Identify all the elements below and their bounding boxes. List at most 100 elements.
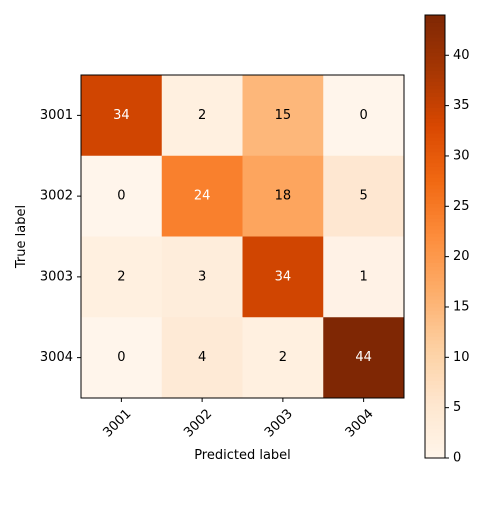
heatmap-cell: [323, 236, 405, 318]
colorbar-segment: [425, 147, 445, 153]
colorbar-segment: [425, 306, 445, 311]
colorbar-segment: [425, 218, 445, 223]
colorbar-segment: [425, 129, 445, 134]
heatmap-cell: [242, 75, 324, 157]
colorbar-tick-label: 10: [453, 350, 470, 365]
colorbar-segment: [425, 99, 445, 105]
colorbar-segment: [425, 18, 445, 23]
colorbar-segment: [425, 177, 445, 182]
colorbar-segment: [425, 277, 445, 282]
cell-value-label: 2: [198, 108, 206, 123]
colorbar-segment: [425, 369, 445, 374]
colorbar-segment: [425, 302, 445, 308]
y-tick-label: 3004: [40, 350, 73, 365]
colorbar-segment: [425, 310, 445, 315]
colorbar-segment: [425, 387, 445, 393]
heatmap-cell: [242, 317, 324, 399]
colorbar-segment: [425, 66, 445, 71]
heatmap-cell: [323, 75, 405, 157]
heatmap-frame: [80, 74, 405, 399]
heatmap-cell: [323, 155, 405, 237]
colorbar-segment: [425, 262, 445, 267]
colorbar-segment: [425, 266, 445, 271]
colorbar-segment: [425, 450, 445, 455]
colorbar-segment: [425, 118, 445, 123]
x-tick-label: 3004: [343, 406, 377, 440]
colorbar-tick-label: 40: [453, 48, 470, 63]
colorbar-segment: [425, 288, 445, 293]
colorbar-segment: [425, 70, 445, 75]
colorbar-segment: [425, 395, 445, 400]
cell-value-label: 0: [359, 108, 367, 123]
colorbar-tick-label: 30: [453, 148, 470, 163]
colorbar-segment: [425, 62, 445, 68]
cell-value-label: 0: [117, 189, 125, 204]
colorbar-segment: [425, 325, 445, 330]
colorbar-segment: [425, 155, 445, 160]
y-axis-label: True label: [14, 205, 29, 269]
colorbar-segment: [425, 443, 445, 448]
colorbar-segment: [425, 291, 445, 297]
heatmap: 34 2 15 0 0 24 18 5 2 3 34 1 0 4 2 44: [81, 75, 405, 399]
cell-value-label: 34: [113, 108, 130, 123]
colorbar-segment: [425, 413, 445, 418]
colorbar-segment: [425, 295, 445, 300]
colorbar-segment: [425, 151, 445, 156]
colorbar-segment: [425, 406, 445, 411]
colorbar-segment: [425, 37, 445, 42]
colorbar-segment: [425, 439, 445, 444]
heatmap-cell: [242, 236, 324, 318]
colorbar-segment: [425, 88, 445, 94]
colorbar-segment: [425, 417, 445, 422]
colorbar-segment: [425, 221, 445, 227]
colorbar-segment: [425, 317, 445, 323]
colorbar-tick-label: 0: [453, 451, 461, 466]
cell-value-label: 18: [275, 189, 292, 204]
colorbar-segment: [425, 173, 445, 179]
colorbar-segment: [425, 166, 445, 171]
colorbar-segment: [425, 136, 445, 142]
colorbar-segment: [425, 421, 445, 426]
colorbar-segment: [425, 48, 445, 53]
colorbar-segment: [425, 96, 445, 101]
colorbar-segment: [425, 40, 445, 46]
colorbar-segment: [425, 380, 445, 385]
colorbar-segment: [425, 247, 445, 252]
colorbar-segment: [425, 181, 445, 186]
heatmap-cell: [161, 75, 243, 157]
x-tick-label: 3003: [262, 406, 296, 440]
colorbar-segment: [425, 158, 445, 164]
colorbar-segment: [425, 391, 445, 396]
colorbar-segment: [425, 210, 445, 215]
colorbar-segment: [425, 365, 445, 370]
colorbar-segment: [425, 384, 445, 389]
colorbar-segment: [425, 184, 445, 190]
colorbar-segment: [425, 321, 445, 326]
colorbar-segment: [425, 358, 445, 363]
colorbar-segment: [425, 354, 445, 359]
colorbar-segment: [425, 225, 445, 230]
cell-value-label: 5: [359, 189, 367, 204]
colorbar-segment: [425, 280, 445, 286]
cell-value-label: 44: [355, 350, 372, 365]
colorbar-segment: [425, 428, 445, 433]
colorbar-segment: [425, 162, 445, 167]
colorbar-segment: [425, 339, 445, 345]
colorbar-segment: [425, 110, 445, 116]
colorbar-segment: [425, 398, 445, 404]
heatmap-cell: [161, 155, 243, 237]
colorbar-segment: [425, 376, 445, 382]
colorbar-frame: [424, 14, 446, 459]
x-axis-label: Predicted label: [194, 448, 291, 463]
colorbar-segment: [425, 114, 445, 119]
colorbar-segment: [425, 343, 445, 348]
cell-value-label: 4: [198, 350, 206, 365]
colorbar-segment: [425, 107, 445, 112]
colorbar-segment: [425, 424, 445, 430]
colorbar-segment: [425, 140, 445, 145]
colorbar-segment: [425, 432, 445, 437]
cell-value-label: 15: [275, 108, 292, 123]
colorbar-segment: [425, 362, 445, 367]
colorbar-segment: [425, 273, 445, 278]
colorbar-tick-label: 15: [453, 299, 470, 314]
